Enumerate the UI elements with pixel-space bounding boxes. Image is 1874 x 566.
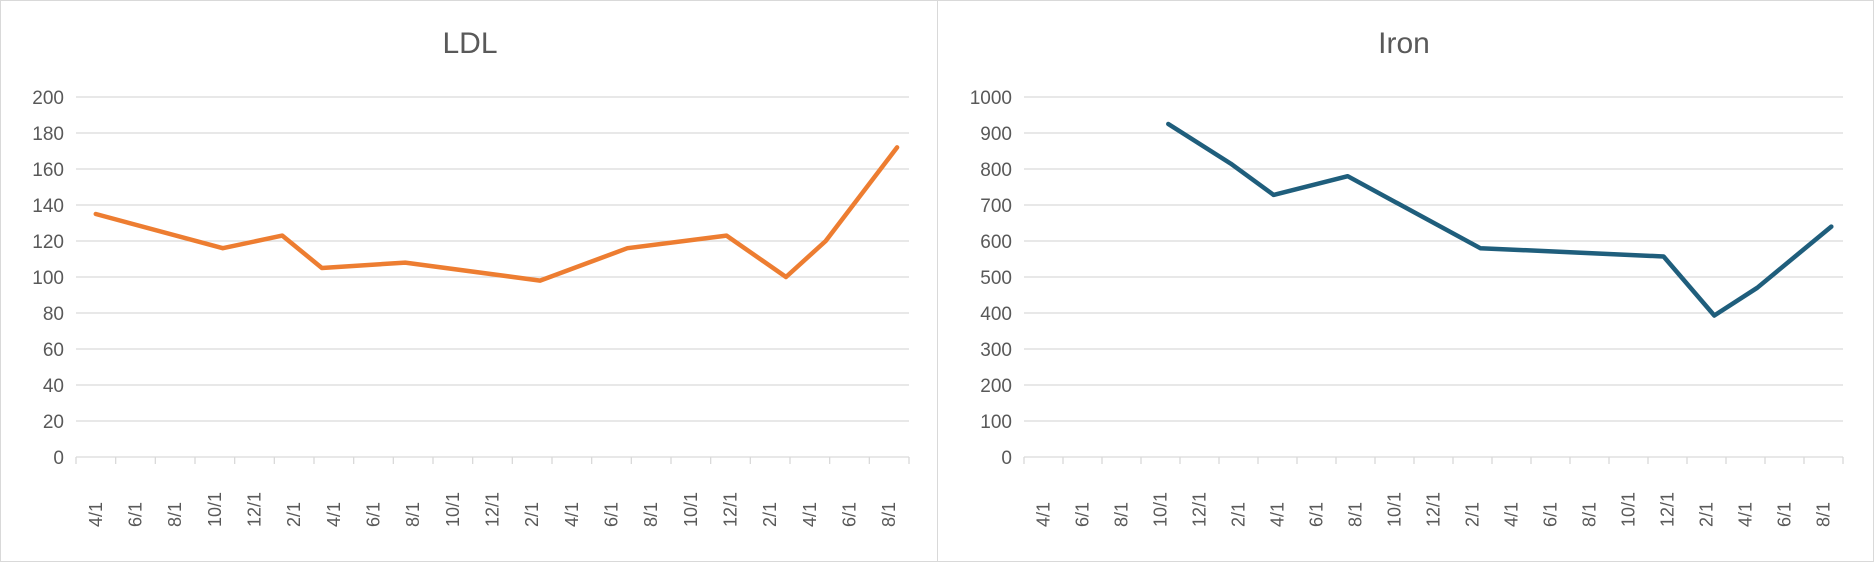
x-tick-label: 8/1 [879, 502, 899, 527]
x-tick-label: 6/1 [126, 502, 146, 527]
y-tick-label: 160 [32, 160, 64, 181]
y-tick-label: 80 [43, 304, 64, 325]
x-tick-label: 12/1 [721, 492, 741, 527]
x-tick-label: 2/1 [522, 502, 542, 527]
x-tick-label: 6/1 [602, 502, 622, 527]
x-tick-label: 6/1 [1541, 502, 1561, 527]
x-tick-label: 6/1 [364, 502, 384, 527]
x-tick-label: 12/1 [245, 492, 265, 527]
x-tick-label: 4/1 [86, 502, 106, 527]
x-tick-label: 10/1 [1619, 492, 1639, 527]
x-tick-label: 8/1 [165, 502, 185, 527]
x-tick-label: 4/1 [800, 502, 820, 527]
x-tick-label: 12/1 [1658, 492, 1678, 527]
x-tick-label: 8/1 [641, 502, 661, 527]
y-tick-label: 800 [980, 160, 1012, 181]
y-tick-label: 400 [980, 304, 1012, 325]
y-tick-label: 500 [980, 268, 1012, 289]
x-tick-label: 12/1 [483, 492, 503, 527]
y-tick-label: 60 [43, 340, 64, 361]
x-tick-label: 8/1 [1346, 502, 1366, 527]
y-tick-label: 100 [980, 412, 1012, 433]
iron-chart: Iron 0 100 200 300 400 500 600 700 800 900 1000 4/1 6… [970, 27, 1844, 527]
y-tick-label: 900 [980, 124, 1012, 145]
y-tick-label: 200 [980, 376, 1012, 397]
x-tick-label: 4/1 [324, 502, 344, 527]
y-tick-label: 180 [32, 124, 64, 145]
x-tick-label: 4/1 [562, 502, 582, 527]
ldl-chart: LDL 0 20 40 60 80 100 120 140 160 180 200 4/1 6/1 8/1 1… [32, 27, 910, 527]
y-tick-label: 40 [43, 376, 64, 397]
y-tick-label: 700 [980, 196, 1012, 217]
x-tick-label: 10/1 [443, 492, 463, 527]
x-tick-label: 6/1 [1775, 502, 1795, 527]
x-tick-label: 2/1 [1229, 502, 1249, 527]
y-tick-label: 140 [32, 196, 64, 217]
series-line [93, 145, 900, 283]
x-tick-label: 4/1 [1502, 502, 1522, 527]
y-tick-label: 1000 [970, 88, 1012, 109]
y-tick-label: 0 [53, 448, 64, 469]
x-tick-label: 10/1 [1151, 492, 1171, 527]
x-tick-label: 4/1 [1736, 502, 1756, 527]
iron-chart-panel: Iron 0 100 200 300 400 500 600 700 800 900 1000 4/1 6… [937, 0, 1874, 562]
x-tick-label: 10/1 [681, 492, 701, 527]
y-tick-label: 600 [980, 232, 1012, 253]
x-tick-label: 8/1 [403, 502, 423, 527]
x-tick-label: 4/1 [1034, 502, 1054, 527]
x-tick-label: 12/1 [1424, 492, 1444, 527]
y-tick-label: 0 [1001, 448, 1012, 469]
x-tick-label: 8/1 [1814, 502, 1834, 527]
x-tick-label: 2/1 [1463, 502, 1483, 527]
x-tick-label: 8/1 [1112, 502, 1132, 527]
y-tick-label: 20 [43, 412, 64, 433]
y-tick-label: 200 [32, 88, 64, 109]
x-tick-label: 2/1 [1697, 502, 1717, 527]
x-tick-label: 6/1 [1073, 502, 1093, 527]
x-tick-label: 12/1 [1190, 492, 1210, 527]
y-tick-label: 100 [32, 268, 64, 289]
y-tick-label: 120 [32, 232, 64, 253]
x-tick-label: 10/1 [205, 492, 225, 527]
x-tick-label: 4/1 [1268, 502, 1288, 527]
x-tick-label: 6/1 [1307, 502, 1327, 527]
x-tick-label: 6/1 [840, 502, 860, 527]
x-tick-label: 2/1 [760, 502, 780, 527]
ldl-chart-panel: LDL 0 20 40 60 80 100 120 140 160 180 200 4/1 6/1 8/1 1… [0, 0, 938, 562]
x-tick-label: 10/1 [1385, 492, 1405, 527]
x-tick-label: 8/1 [1580, 502, 1600, 527]
x-tick-label: 2/1 [284, 502, 304, 527]
y-tick-label: 300 [980, 340, 1012, 361]
chart-title: LDL [442, 27, 497, 60]
series-line [1166, 121, 1834, 318]
chart-title: Iron [1378, 27, 1430, 60]
